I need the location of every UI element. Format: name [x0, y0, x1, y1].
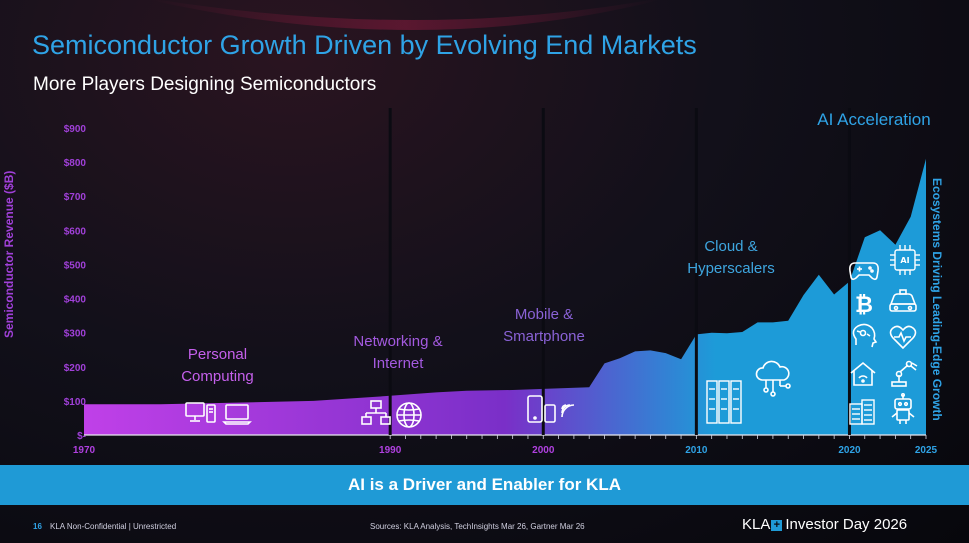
page-number: 16 — [33, 522, 42, 531]
annotation-ai-acceleration: AI Acceleration — [817, 110, 931, 129]
annotation-personal-computing: Personal Computing — [181, 346, 254, 385]
wifi-icon — [561, 404, 575, 418]
robot-icon — [891, 392, 915, 424]
x-tick-label: 2010 — [685, 445, 708, 456]
y-tick-label: $700 — [64, 192, 87, 203]
laptop-icon — [222, 404, 252, 425]
car-icon — [889, 289, 917, 312]
classification-label: KLA Non-Confidential | Unrestricted — [50, 522, 177, 531]
x-tick-label: 1970 — [73, 445, 96, 456]
sources-note: Sources: KLA Analysis, TechInsights Mar … — [370, 522, 585, 531]
y-tick-label: $600 — [64, 226, 87, 237]
plus-icon: + — [771, 520, 783, 531]
page-title: Semiconductor Growth Driven by Evolving … — [32, 30, 697, 60]
network-icon — [361, 400, 391, 425]
svg-text:AI: AI — [900, 256, 909, 265]
revenue-area — [84, 158, 926, 435]
globe-icon — [396, 402, 422, 428]
smartphone-icon — [527, 395, 556, 423]
ai-chip-icon: AI — [890, 245, 920, 275]
data-center-icon — [849, 399, 875, 425]
bitcoin-icon: ₿ — [855, 293, 873, 318]
y-tick-label: $400 — [64, 295, 87, 306]
x-tick-label: 1990 — [379, 445, 402, 456]
svg-text:₿: ₿ — [855, 293, 873, 318]
y-tick-label: $500 — [64, 260, 87, 271]
y-tick-label: $300 — [64, 329, 87, 340]
server-rack-icon — [706, 380, 742, 424]
y-tick-label: $900 — [64, 124, 87, 135]
annotation-networking-internet: Networking & Internet — [353, 333, 443, 372]
desktop-computer-icon — [185, 402, 216, 423]
robot-arm-icon — [891, 360, 918, 387]
gamepad-icon — [849, 262, 879, 281]
smart-home-icon — [850, 361, 876, 386]
x-tick-label: 2025 — [915, 445, 938, 456]
ai-head-icon — [852, 323, 878, 348]
page-subtitle: More Players Designing Semiconductors — [33, 74, 377, 95]
heart-rate-icon — [889, 325, 917, 350]
kla-banner: AI is a Driver and Enabler for KLA — [0, 465, 969, 505]
annotation-cloud-hyperscalers: Cloud & Hyperscalers — [687, 238, 775, 277]
y-tick-label: $- — [77, 431, 86, 442]
revenue-area-chart: $900 $800 $700 $600 $500 $400 $300 $200 $100 $- 1… — [63, 124, 938, 456]
kla-brand-logo: KLA + Investor Day 2026 — [742, 516, 907, 533]
x-tick-label: 2000 — [532, 445, 555, 456]
y-tick-label: $800 — [64, 158, 87, 169]
brand-name: KLA — [742, 516, 771, 533]
annotation-mobile-smartphone: Mobile & Smartphone — [503, 306, 585, 345]
cloud-network-icon — [755, 360, 791, 397]
x-tick-label: 2020 — [838, 445, 861, 456]
y-tick-label: $200 — [64, 363, 87, 374]
y-tick-label: $100 — [64, 397, 87, 408]
brand-event: Investor Day 2026 — [785, 516, 908, 533]
